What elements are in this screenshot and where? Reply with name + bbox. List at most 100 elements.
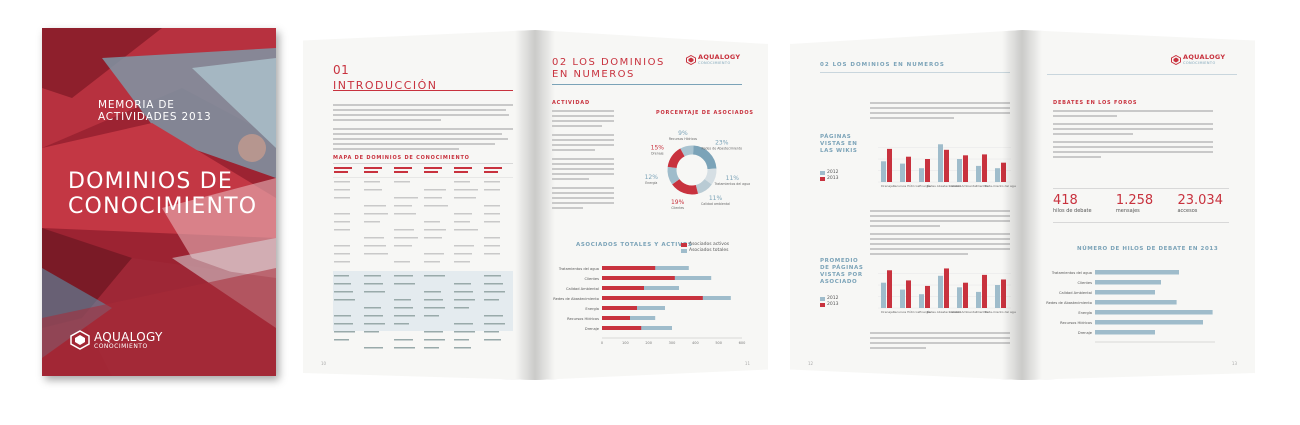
bar-active [602,266,656,270]
page-introduccion: 01 INTRODUCCIÓN MAPA DE DOMINIOS DE CONO… [303,30,535,380]
intro-text [333,104,513,153]
map-cell [454,221,470,223]
bar-axis-tick: 100 [622,341,629,345]
map-cell [484,331,499,333]
map-col-header [484,167,502,169]
column-2012 [881,161,886,182]
bar-category-label: Redes de Abastecimiento [553,297,599,301]
map-row-rule [333,177,513,178]
bar-active [602,326,642,330]
bar-category-label: Calidad Ambiental [566,287,599,291]
legend2-2013-swatch [820,303,825,307]
stat-accesses-label: accesos [1177,208,1198,214]
map-cell [484,237,500,239]
cover-title-line2: CONOCIMIENTO [68,194,258,219]
map-cell [484,189,500,191]
map-cell [454,299,475,301]
cover-logo-word: AQUALOGY [94,329,163,344]
bar-category-label: Drenaje [585,327,600,331]
map-cell [454,253,472,255]
stat-messages-label: mensajes [1115,208,1140,214]
cover-logo: AQUALOGY CONOCIMIENTO [70,330,163,350]
map-cell [454,347,471,349]
section-title-right: 02 LOS DOMINIOS EN NUMEROS [552,57,665,81]
map-cell [424,197,442,199]
stats-bottom-rule [1053,222,1229,223]
map-cell [484,245,500,247]
map-cell [364,331,379,333]
mid-text [870,210,1010,258]
header-logo-word: AQUALOGY [698,53,741,61]
thread-bar [1095,330,1155,335]
page-wiki-stats: 02 LOS DOMINIOS EN NUMEROS PÁGINAS VISTA… [790,30,1022,380]
map-cell [424,307,445,309]
map-col-header [454,171,468,173]
header-logo-2-sub: CONOCIMIENTO [1183,61,1216,65]
logo-icon [70,330,90,350]
map-cell [454,189,478,191]
stat-messages: 1.258 mensajes [1115,194,1153,215]
map-cell [334,221,350,223]
page-number-right: 11 [744,361,750,366]
legend-swatch-total [681,249,687,253]
map-col-header [364,171,378,173]
map-cell [394,237,418,239]
donut-pct-label: 11% [709,195,723,202]
bar-active [602,276,675,280]
column-2012 [995,168,1000,182]
column-2013 [925,159,930,182]
map-cell [394,229,414,231]
bar-active [602,316,630,320]
page-number-12: 12 [808,361,814,366]
map-col-header [454,167,472,169]
column-category-label: Clientes [976,310,989,314]
donut-slice [672,178,699,195]
map-col-header [364,167,382,169]
map-cell [364,245,386,247]
map-cell [364,347,383,349]
bottom-text [870,332,1010,352]
map-cell [334,253,350,255]
thread-category-label: Recursos Hídricos [1060,321,1092,325]
column-2012 [938,144,943,182]
chart1-title: PÁGINAS VISTAS EN LAS WIKIS [820,134,857,155]
activity-heading: ACTIVIDAD [552,100,590,106]
map-cell [484,299,499,301]
map-cell [364,221,380,223]
donut-slice [680,145,694,157]
map-cell [394,283,415,285]
map-cell [454,261,470,263]
wiki-text [870,102,1010,122]
map-cell [394,307,413,309]
donut-pct-label: 19% [671,199,685,206]
forum-heading: DEBATES EN LOS FOROS [1053,100,1138,106]
map-cell [334,197,350,199]
column-2012 [976,291,981,308]
map-cell [484,275,501,277]
column-2012 [938,275,943,308]
map-col-header [394,171,408,173]
donut-slice-label: Recursos Hídricos [669,137,698,141]
column-category-label: Calidad Ambiental [949,310,977,314]
column-category-label: Recursos Hídricos [893,310,920,314]
bar-axis-tick: 400 [692,341,699,345]
map-cell [364,323,385,325]
map-cell [394,299,411,301]
map-highlight-block [333,271,513,331]
threads-chart-title: NÚMERO DE HILOS DE DEBATE EN 2013 [1077,246,1219,252]
map-cell [394,275,413,277]
thread-category-label: Calidad Ambiental [1059,291,1092,295]
map-cell [454,307,469,309]
column-category-label: Energía [919,310,931,314]
column-2013 [982,274,987,308]
map-cell [424,299,443,301]
thread-bar [1095,270,1179,275]
map-cell [484,315,503,317]
column-2012 [976,165,981,182]
section-number: 01 [333,63,350,77]
map-cell [364,315,383,317]
chart2-title-l3: VISTAS POR [820,272,863,278]
thread-category-label: Clientes [1078,281,1093,285]
header-logo-2: AQUALOGY CONOCIMIENTO [1171,54,1225,65]
chart1-legend: 2012 2013 [820,170,838,182]
